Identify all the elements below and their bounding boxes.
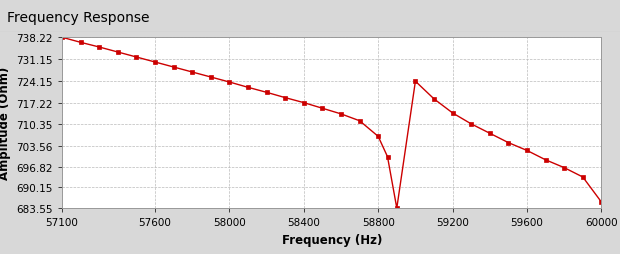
X-axis label: Frequency (Hz): Frequency (Hz) (281, 233, 382, 246)
Y-axis label: Amplitude (Ohm): Amplitude (Ohm) (0, 67, 11, 180)
Text: Frequency Response: Frequency Response (7, 11, 150, 25)
